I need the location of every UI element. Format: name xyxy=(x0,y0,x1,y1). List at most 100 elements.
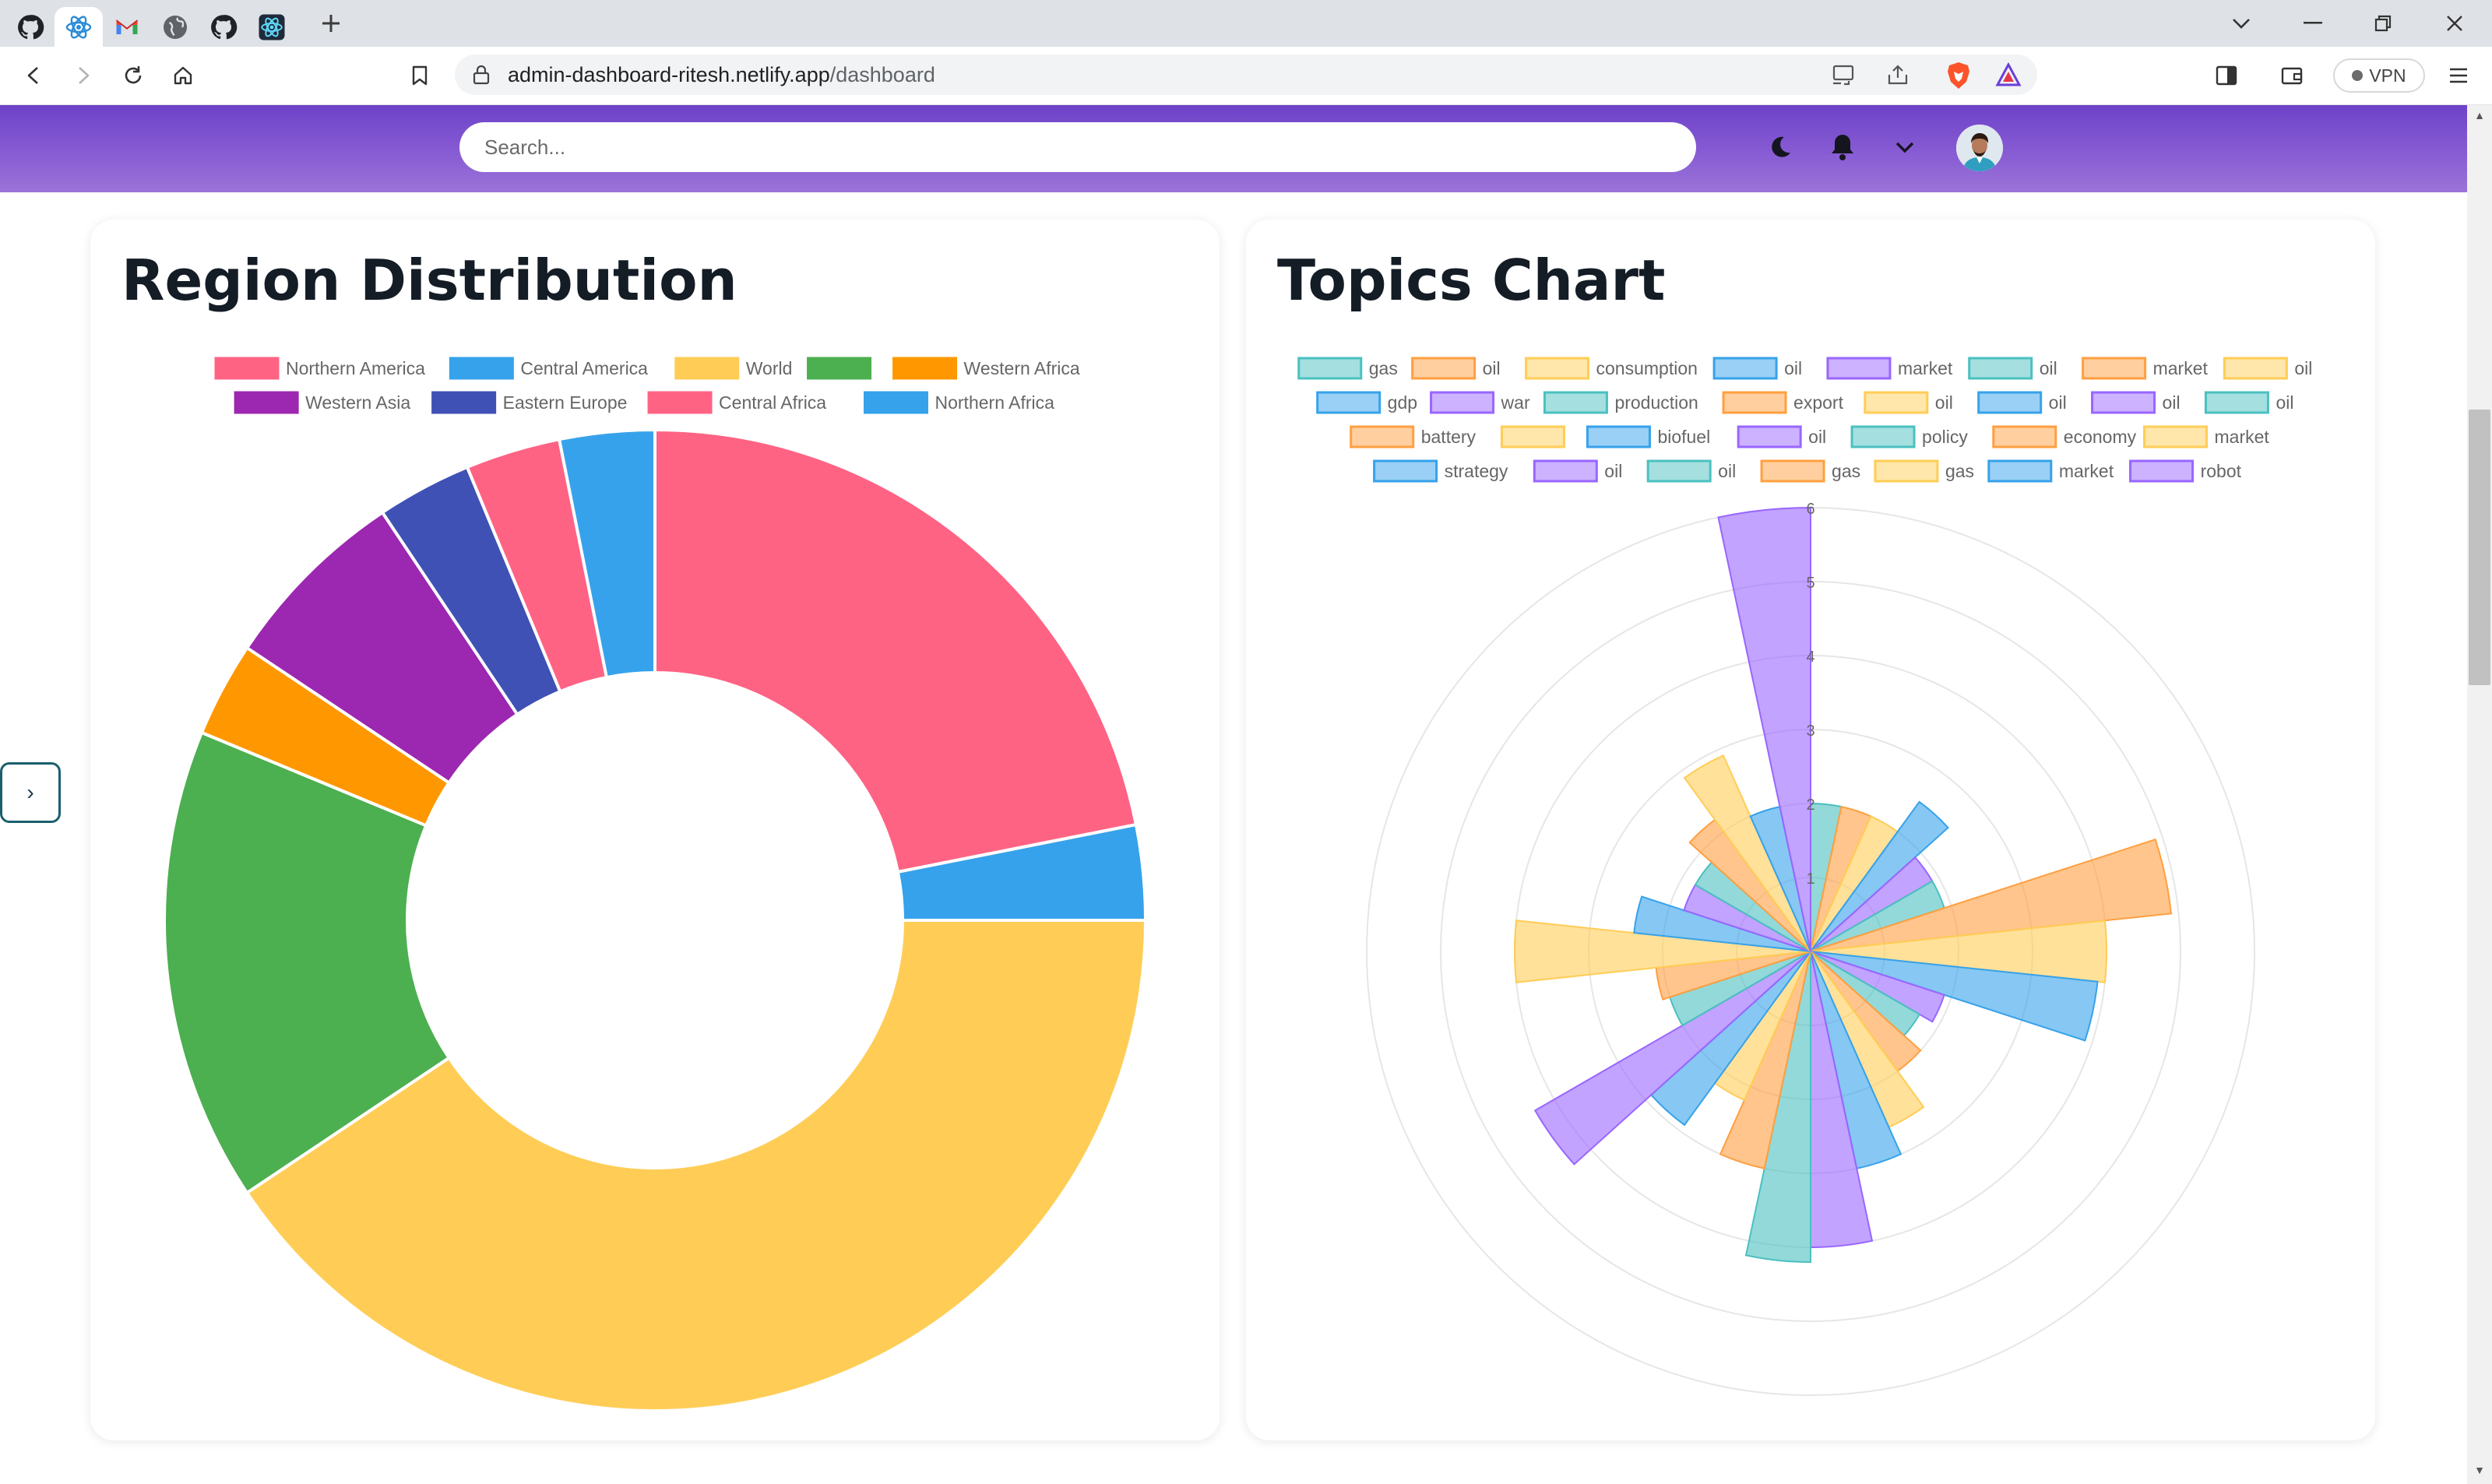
legend-swatch[interactable] xyxy=(1411,357,1477,380)
brave-shields-icon[interactable] xyxy=(1945,61,1972,90)
legend-label[interactable]: oil xyxy=(2163,392,2180,413)
cast-icon[interactable] xyxy=(1832,64,1857,86)
doughnut-slice[interactable] xyxy=(245,919,1148,1412)
sidebar-expand-button[interactable]: › xyxy=(0,762,61,823)
browser-menu-button[interactable] xyxy=(2441,58,2476,93)
legend-label[interactable]: oil xyxy=(2040,358,2057,378)
legend-swatch[interactable] xyxy=(2223,357,2288,380)
legend-swatch[interactable] xyxy=(2204,391,2269,414)
legend-label[interactable]: oil xyxy=(2049,392,2067,413)
legend-label[interactable]: gas xyxy=(1945,461,1974,481)
polar-segment[interactable] xyxy=(1810,838,2173,952)
legend-label[interactable]: gdp xyxy=(1388,392,1417,413)
legend-label[interactable]: gas xyxy=(1832,461,1860,481)
legend-swatch[interactable] xyxy=(1525,357,1590,380)
legend-label[interactable]: production xyxy=(1614,392,1698,413)
legend-swatch[interactable] xyxy=(2143,425,2209,448)
doughnut-slice[interactable] xyxy=(653,427,1139,874)
legend-swatch[interactable] xyxy=(1864,391,1929,414)
legend-swatch[interactable] xyxy=(892,357,958,380)
legend-label[interactable]: export xyxy=(1793,392,1844,413)
legend-label[interactable]: oil xyxy=(1935,392,1953,413)
legend-swatch[interactable] xyxy=(2082,357,2147,380)
polar-segment[interactable] xyxy=(1810,920,2107,983)
avatar[interactable] xyxy=(1956,125,2003,171)
legend-label[interactable]: battery xyxy=(1421,427,1477,447)
legend-label[interactable]: oil xyxy=(1808,427,1826,447)
legend-swatch[interactable] xyxy=(807,357,872,380)
legend-swatch[interactable] xyxy=(1874,459,1939,483)
legend-label[interactable]: Central America xyxy=(520,358,648,378)
back-button[interactable] xyxy=(16,58,51,93)
polar-segment[interactable] xyxy=(1717,506,1811,952)
close-window-button[interactable] xyxy=(2423,5,2486,42)
legend-swatch[interactable] xyxy=(1987,459,2053,483)
page-scrollbar[interactable] xyxy=(2467,105,2492,1484)
legend-swatch[interactable] xyxy=(1737,425,1802,448)
legend-label[interactable]: market xyxy=(2215,427,2270,447)
legend-swatch[interactable] xyxy=(234,391,299,414)
legend-swatch[interactable] xyxy=(1350,425,1415,448)
legend-label[interactable]: biofuel xyxy=(1657,427,1710,447)
legend-swatch[interactable] xyxy=(1533,459,1598,483)
new-tab-button[interactable] xyxy=(312,7,350,40)
wallet-button[interactable] xyxy=(2274,58,2310,93)
legend-swatch[interactable] xyxy=(647,391,713,414)
legend-swatch[interactable] xyxy=(1586,425,1651,448)
legend-swatch[interactable] xyxy=(2091,391,2156,414)
bookmark-button[interactable] xyxy=(402,58,438,93)
legend-swatch[interactable] xyxy=(214,357,280,380)
legend-swatch[interactable] xyxy=(1968,357,2033,380)
legend-label[interactable]: oil xyxy=(1718,461,1736,481)
brave-rewards-icon[interactable] xyxy=(1995,62,2022,87)
legend-label[interactable]: market xyxy=(2153,358,2209,378)
polar-segment[interactable] xyxy=(1810,800,1949,952)
polar-segment[interactable] xyxy=(1810,951,1945,1023)
legend-swatch[interactable] xyxy=(1373,459,1438,483)
polar-segment[interactable] xyxy=(1719,951,1811,1169)
legend-label[interactable]: World xyxy=(746,358,793,378)
legend-label[interactable]: Central Africa xyxy=(719,392,826,413)
search-input[interactable] xyxy=(459,122,1696,172)
legend-swatch[interactable] xyxy=(1543,391,1608,414)
legend-swatch[interactable] xyxy=(1977,391,2043,414)
sidebar-toggle-button[interactable] xyxy=(2209,58,2244,93)
legend-label[interactable]: robot xyxy=(2201,461,2242,481)
forward-button[interactable] xyxy=(65,58,101,93)
page-scrollbar-thumb[interactable] xyxy=(2469,410,2490,685)
legend-swatch[interactable] xyxy=(1430,391,1495,414)
restore-button[interactable] xyxy=(2352,5,2414,42)
tab-search-dropdown[interactable] xyxy=(2210,5,2272,42)
legend-label[interactable]: Northern America xyxy=(286,358,425,378)
minimize-button[interactable] xyxy=(2282,5,2344,42)
legend-label[interactable]: economy xyxy=(2064,427,2137,447)
share-icon[interactable] xyxy=(1886,64,1909,86)
legend-label[interactable]: oil xyxy=(1784,358,1802,378)
home-button[interactable] xyxy=(165,58,201,93)
legend-swatch[interactable] xyxy=(1316,391,1382,414)
legend-label[interactable]: oil xyxy=(1483,358,1501,378)
legend-label[interactable]: oil xyxy=(2276,392,2293,413)
legend-swatch[interactable] xyxy=(1760,459,1825,483)
legend-label[interactable]: oil xyxy=(1604,461,1622,481)
legend-swatch[interactable] xyxy=(864,391,928,414)
doughnut-slice[interactable] xyxy=(163,730,452,1195)
legend-label[interactable]: Western Africa xyxy=(964,358,1080,378)
tab-globe[interactable] xyxy=(151,7,199,47)
polar-segment[interactable] xyxy=(1810,951,2099,1042)
tab-github-2[interactable] xyxy=(199,7,248,47)
polar-segment[interactable] xyxy=(1683,754,1811,952)
legend-swatch[interactable] xyxy=(1722,391,1787,414)
dark-mode-toggle[interactable] xyxy=(1762,128,1799,166)
legend-label[interactable]: strategy xyxy=(1445,461,1508,481)
tab-react-2[interactable] xyxy=(248,7,296,47)
legend-label[interactable]: oil xyxy=(2294,358,2312,378)
legend-label[interactable]: consumption xyxy=(1596,358,1698,378)
tab-github[interactable] xyxy=(6,7,55,47)
legend-swatch[interactable] xyxy=(431,391,497,414)
reload-button[interactable] xyxy=(115,58,151,93)
legend-label[interactable]: policy xyxy=(1922,427,1968,447)
legend-swatch[interactable] xyxy=(1712,357,1778,380)
tab-react-dashboard[interactable] xyxy=(55,7,103,47)
legend-swatch[interactable] xyxy=(1826,357,1892,380)
